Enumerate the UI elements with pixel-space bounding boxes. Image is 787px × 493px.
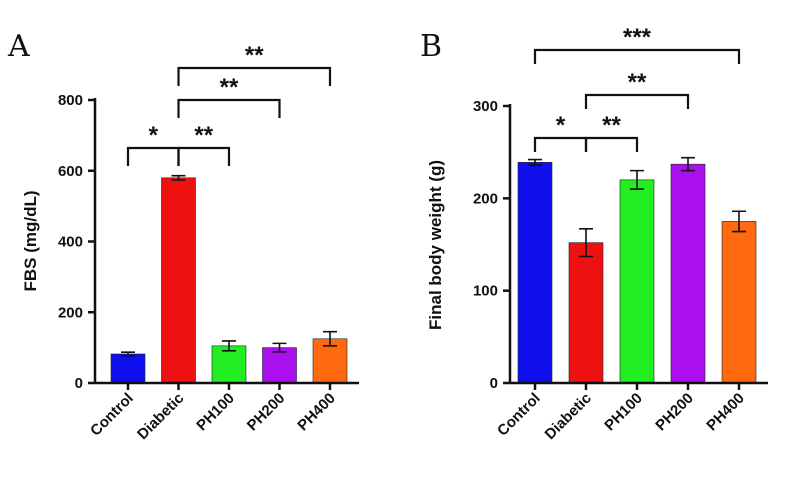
panel-a-bar-diabetic bbox=[161, 177, 196, 384]
panel-b-significance-bracket bbox=[533, 136, 588, 152]
panel-b-y-axis-title: Final body weight (g) bbox=[426, 160, 445, 330]
panel-a-error-bar-diabetic bbox=[171, 174, 186, 181]
panel-a-significance-label: ** bbox=[194, 122, 213, 149]
panel-b-bar-ph100 bbox=[619, 179, 655, 384]
panel-a-x-tick-label-ph200: PH200 bbox=[244, 390, 288, 434]
panel-b-error-bar-diabetic bbox=[579, 228, 593, 258]
panel-b-bar-ph200 bbox=[670, 163, 706, 384]
panel-a-significance-bracket bbox=[177, 66, 332, 86]
panel-b-x-tick-label-ph100: PH100 bbox=[601, 390, 645, 434]
panel-a-x-tick-label-ph100: PH100 bbox=[193, 390, 237, 434]
panel-a-significance-bracket bbox=[177, 146, 231, 166]
panel-b-x-tick-label-control: Control bbox=[494, 390, 544, 440]
panel-b-y-tick-label: 300 bbox=[473, 98, 498, 115]
panel-b-chart: B Final body weight (g) 0 100 200 300 Contro… bbox=[420, 24, 768, 443]
panel-a-error-bar-ph100 bbox=[222, 340, 236, 352]
panel-a-x-tick-label-control: Control bbox=[87, 390, 137, 440]
panel-b-x-tick-label-diabetic: Diabetic bbox=[542, 390, 595, 443]
panel-b-x-tick-label-ph400: PH400 bbox=[703, 390, 747, 434]
panel-a-bar-ph200 bbox=[262, 347, 297, 384]
panel-letter-a: A bbox=[7, 29, 30, 64]
panel-a-y-tick-label: 600 bbox=[58, 163, 83, 180]
panel-b-significance-bracket bbox=[584, 93, 690, 109]
panel-a-error-bar-ph400 bbox=[323, 330, 337, 347]
panel-a-significance-bracket bbox=[177, 98, 281, 118]
panel-b-bar-diabetic bbox=[568, 242, 604, 384]
panel-a-chart: A FBS (mg/dL) 0 200 400 600 800 ControlDiabet… bbox=[7, 29, 359, 443]
panel-b-y-tick-label: 0 bbox=[490, 375, 498, 392]
panel-a-x-tick-label-ph400: PH400 bbox=[294, 390, 338, 434]
panel-a-significance-bracket bbox=[126, 146, 180, 166]
panel-a-significance-label: ** bbox=[245, 42, 264, 69]
panel-b-error-bar-ph200 bbox=[681, 156, 695, 172]
panel-b-y-tick-label: 100 bbox=[473, 283, 498, 300]
panel-b-significance-bracket bbox=[584, 136, 639, 152]
panel-a-y-tick-label: 0 bbox=[75, 375, 83, 392]
panel-a-y-tick-label: 400 bbox=[58, 234, 83, 251]
panel-a-y-tick-label: 200 bbox=[58, 304, 83, 321]
panel-b-bar-ph400 bbox=[721, 221, 757, 384]
panel-b-significance-label: *** bbox=[623, 24, 652, 51]
panel-b-bar-control bbox=[517, 162, 553, 384]
panel-b-x-tick-label-ph200: PH200 bbox=[652, 390, 696, 434]
panel-a-bar-control bbox=[110, 353, 146, 384]
panel-a-y-tick-label: 800 bbox=[58, 92, 83, 109]
panel-b-significance-bracket bbox=[533, 48, 741, 64]
panel-b-error-bar-ph100 bbox=[630, 169, 644, 190]
panel-a-error-bar-ph200 bbox=[272, 342, 287, 353]
panel-a-bar-ph100 bbox=[211, 345, 247, 384]
panel-a-x-tick-label-diabetic: Diabetic bbox=[134, 390, 187, 443]
panel-b-error-bar-ph400 bbox=[732, 210, 746, 233]
panel-b-error-bar-control bbox=[528, 158, 542, 166]
panel-a-significance-label: ** bbox=[220, 74, 239, 101]
panel-letter-b: B bbox=[420, 29, 442, 64]
panel-a-significance-label: * bbox=[149, 122, 159, 149]
panel-a-y-axis-title: FBS (mg/dL) bbox=[21, 190, 40, 291]
panel-b-significance-label: ** bbox=[628, 69, 647, 96]
panel-a-error-bar-control bbox=[121, 351, 135, 357]
panel-b-y-tick-label: 200 bbox=[473, 190, 498, 207]
panel-b-significance-label: ** bbox=[602, 112, 621, 139]
panel-b-significance-label: * bbox=[556, 112, 566, 139]
